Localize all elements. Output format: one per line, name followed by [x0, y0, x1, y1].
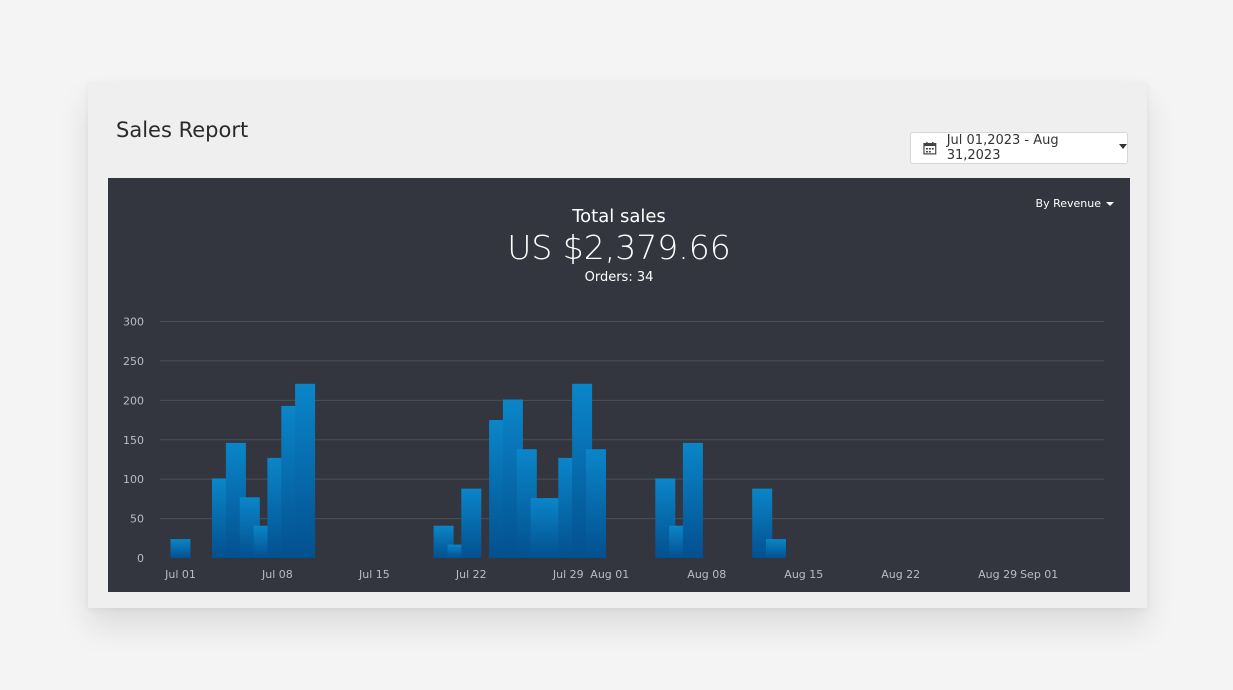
- y-tick-label: 50: [130, 513, 144, 526]
- x-tick-label: Jul 29: [552, 568, 584, 581]
- x-tick-label: Aug 08: [687, 568, 726, 581]
- total-sales-label: Total sales: [572, 206, 666, 227]
- y-tick-label: 300: [123, 316, 144, 329]
- y-tick-label: 0: [137, 552, 144, 565]
- metric-dropdown[interactable]: By Revenue: [1036, 197, 1114, 210]
- date-range-picker[interactable]: Jul 01,2023 - Aug 31,2023: [910, 132, 1128, 164]
- x-tick-label: Jul 08: [261, 568, 293, 581]
- bar[interactable]: [586, 449, 606, 558]
- metric-dropdown-label: By Revenue: [1035, 197, 1101, 210]
- y-tick-label: 100: [123, 473, 144, 486]
- total-sales-value: US $2,379.66: [507, 228, 731, 267]
- orders-count: Orders: 34: [584, 270, 654, 285]
- calendar-icon: [923, 141, 937, 155]
- x-tick-label: Aug 22: [881, 568, 920, 581]
- bar[interactable]: [766, 539, 786, 558]
- x-tick-label: Jul 15: [358, 568, 390, 581]
- bar[interactable]: [682, 442, 703, 558]
- caret-down-icon: [1119, 143, 1127, 149]
- date-range-label: Jul 01,2023 - Aug 31,2023: [946, 133, 1059, 163]
- bar[interactable]: [170, 539, 191, 558]
- x-tick-label: Jul 22: [455, 568, 487, 581]
- x-tick-label: Aug 15: [784, 568, 823, 581]
- page-title: Sales Report: [116, 118, 249, 142]
- y-tick-label: 250: [123, 355, 144, 368]
- x-tick-label: Jul 01: [164, 568, 196, 581]
- revenue-bar-chart: 0 50 100 150 200 250 300 Jul 01 Jul 08 Jul 15 Jul …: [123, 316, 1104, 581]
- x-tick-label: Aug 29: [978, 568, 1017, 581]
- x-tick-label: Aug 01: [590, 568, 629, 581]
- sales-report-card: Sales Report Jul 01,2023 - Aug 31,2023 T…: [88, 82, 1147, 608]
- y-tick-label: 150: [123, 434, 144, 447]
- caret-down-icon: [1106, 201, 1114, 206]
- y-tick-label: 200: [123, 394, 144, 407]
- x-tick-label: Sep 01: [1020, 568, 1058, 581]
- bar[interactable]: [461, 488, 482, 558]
- chart-panel: Total sales US $2,379.66 Orders: 34 By R…: [108, 178, 1130, 592]
- bar[interactable]: [295, 383, 316, 558]
